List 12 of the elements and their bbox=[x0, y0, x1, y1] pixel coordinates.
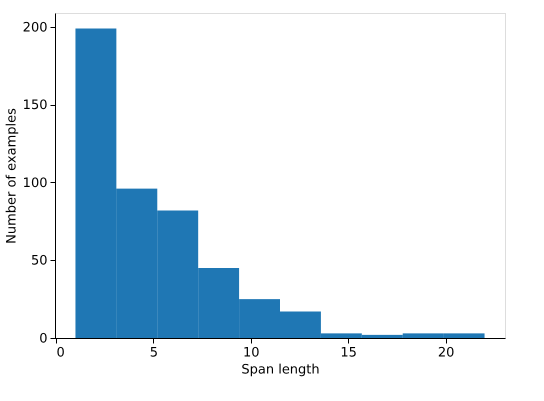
y-tick-label: 100 bbox=[22, 176, 48, 191]
y-tick-label: 0 bbox=[39, 332, 48, 346]
y-tick-label: 200 bbox=[22, 20, 48, 36]
y-tick-label: 150 bbox=[22, 98, 48, 114]
y-tick-label: 50 bbox=[30, 254, 48, 269]
x-tick-label: 20 bbox=[438, 346, 454, 360]
x-tick-label: 15 bbox=[340, 346, 357, 360]
x-tick-label: 5 bbox=[150, 346, 158, 360]
y-axis-title: Number of examples bbox=[4, 108, 20, 244]
x-tick-label: 10 bbox=[243, 346, 260, 360]
x-tick-label: 0 bbox=[56, 346, 65, 360]
x-axis-title: Span length bbox=[241, 362, 320, 378]
